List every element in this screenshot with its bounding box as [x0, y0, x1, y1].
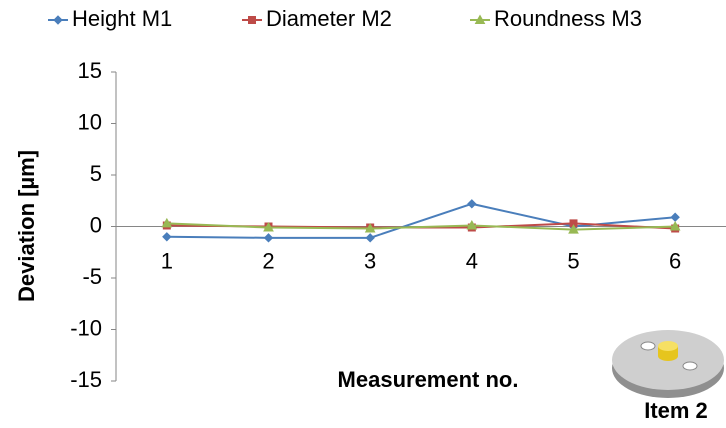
point: [263, 222, 274, 232]
legend-label: Roundness M3: [494, 6, 642, 31]
point: [466, 219, 478, 230]
point: [568, 224, 579, 234]
legend-label: Diameter M2: [266, 6, 392, 31]
point: [161, 217, 173, 228]
x-tick-label: 5: [567, 248, 579, 273]
legend-marker: [474, 14, 486, 24]
legend-marker: [248, 16, 256, 24]
x-tick-label: 2: [262, 248, 274, 273]
x-tick-label: 4: [466, 248, 478, 273]
x-tick-label: 6: [669, 248, 681, 273]
y-tick-label: -10: [70, 315, 102, 340]
x-axis-title: Measurement no.: [338, 367, 519, 392]
point: [569, 219, 578, 228]
y-tick-label: -5: [82, 264, 102, 289]
point: [670, 212, 680, 222]
annotation: Item 2: [644, 398, 708, 423]
series-line: [166, 202, 676, 239]
y-tick-label: 15: [78, 58, 102, 83]
x-tick-label: 1: [161, 248, 173, 273]
series-line: [166, 222, 676, 231]
point: [365, 233, 375, 243]
y-tick-label: 0: [90, 212, 102, 237]
legend-marker: [53, 15, 63, 25]
legend-label: Height M1: [72, 6, 172, 31]
point: [162, 232, 172, 242]
point: [669, 220, 681, 231]
y-tick-label: 5: [90, 161, 102, 186]
y-tick-label: 10: [78, 109, 102, 134]
y-tick-label: -15: [70, 367, 102, 392]
x-tick-label: 3: [364, 248, 376, 273]
y-axis-title: Deviation [µm]: [14, 150, 39, 302]
point: [263, 233, 274, 243]
item-icon: [612, 330, 724, 398]
point: [467, 199, 477, 209]
point: [364, 223, 376, 233]
